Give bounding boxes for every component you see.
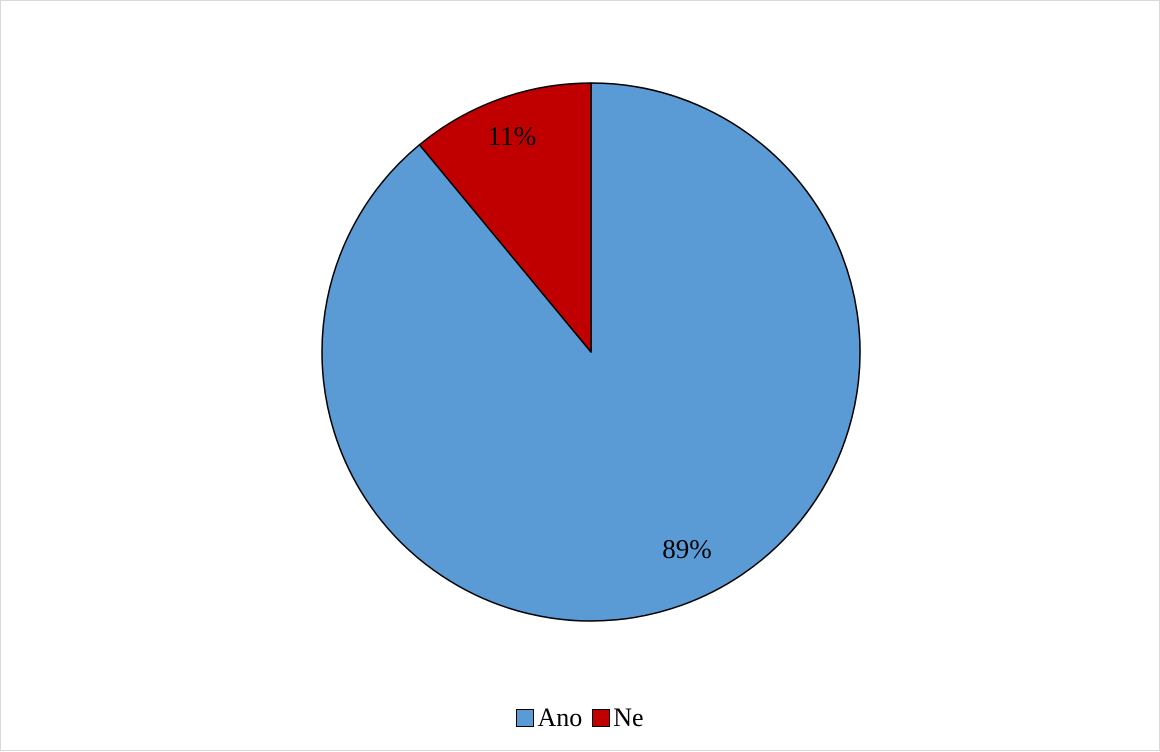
legend-label-ne: Ne [613, 703, 644, 732]
pie-slice-ne [418, 82, 592, 353]
legend-label-ano: Ano [537, 703, 583, 732]
slice-label-ne: 11% [488, 121, 537, 151]
legend-swatch-ano [516, 709, 535, 727]
slice-label-ano: 89% [662, 534, 712, 564]
legend-item-ano: Ano [516, 702, 582, 734]
legend-item-ne: Ne [592, 702, 644, 734]
legend-swatch-ne [592, 709, 611, 727]
legend: Ano Ne [0, 702, 1160, 734]
